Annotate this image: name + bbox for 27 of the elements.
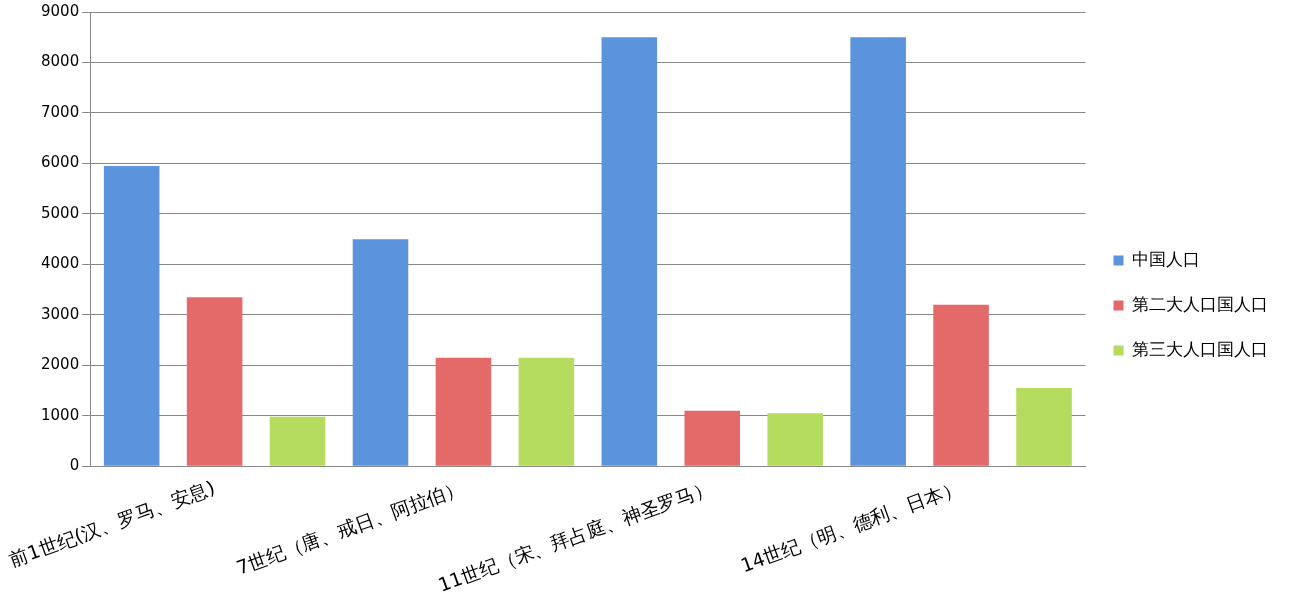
- bar: [518, 357, 575, 466]
- y-tick-label: 9000: [41, 1, 80, 20]
- legend-label: 中国人口: [1132, 248, 1200, 269]
- legend-label: 第二大人口国人口: [1132, 293, 1268, 314]
- bar: [684, 410, 741, 466]
- y-tick-label: 0: [69, 456, 80, 475]
- bar: [1016, 388, 1072, 466]
- legend-label: 第三大人口国人口: [1132, 338, 1268, 359]
- bar: [933, 304, 989, 466]
- y-tick-label: 2000: [41, 355, 80, 374]
- y-tick-label: 1000: [41, 405, 80, 424]
- bar: [269, 416, 326, 466]
- x-tick-label: 前1世纪(汉、罗马、安息): [6, 475, 218, 571]
- bar: [186, 297, 243, 466]
- y-tick-label: 8000: [41, 52, 80, 71]
- y-tick-label: 7000: [41, 102, 80, 121]
- bar: [435, 357, 492, 466]
- y-tick-label: 6000: [41, 153, 80, 172]
- bar: [352, 239, 409, 466]
- y-tick-label: 5000: [41, 203, 80, 222]
- bar: [103, 165, 160, 466]
- bar: [767, 413, 823, 466]
- y-tick-label: 3000: [41, 304, 80, 323]
- bar: [601, 37, 658, 466]
- y-tick-label: 4000: [41, 254, 80, 273]
- x-tick-label: 14世纪（明、德利、日本）: [737, 475, 965, 577]
- bar: [850, 37, 906, 466]
